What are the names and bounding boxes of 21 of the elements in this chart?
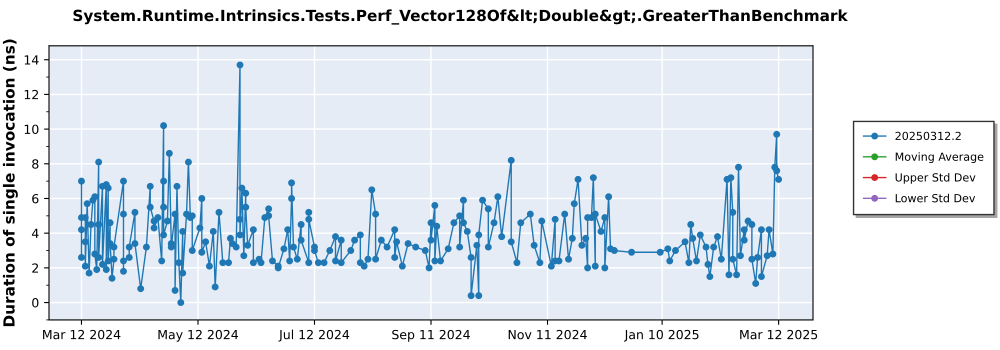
y-tick-label: 0: [32, 298, 38, 308]
y-tick-label: 6: [32, 194, 38, 204]
legend-label: 20250312.2: [895, 132, 961, 140]
x-tick-label: May 12 2024: [158, 330, 238, 342]
y-tick-label: 10: [24, 124, 38, 134]
y-tick-label: 12: [24, 90, 38, 100]
y-tick-label: 8: [32, 159, 38, 169]
legend-label: Lower Std Dev: [896, 194, 976, 202]
y-tick-label: 14: [24, 55, 39, 64]
x-tick-label: Jul 12 2024: [278, 330, 350, 342]
x-tick-label: Nov 11 2024: [508, 330, 587, 340]
x-tick-label: Mar 12 2024: [43, 330, 120, 340]
y-tick-label: 2: [32, 263, 38, 273]
x-tick-label: Jan 10 2025: [624, 330, 698, 342]
x-tick-label: Mar 12 2025: [740, 330, 818, 340]
y-tick-label: 4: [32, 228, 39, 238]
x-tick-label: Sep 11 2024: [392, 330, 470, 342]
legend-label: Upper Std Dev: [896, 173, 976, 184]
legend-label: Moving Average: [896, 152, 984, 163]
chart-title: System.Runtime.Intrinsics.Tests.Perf_Vector128Of&lt;Double&gt;.GreaterThanBenchmark: [73, 9, 848, 25]
y-axis-title: Duration of single invocation (ns): [2, 40, 18, 326]
